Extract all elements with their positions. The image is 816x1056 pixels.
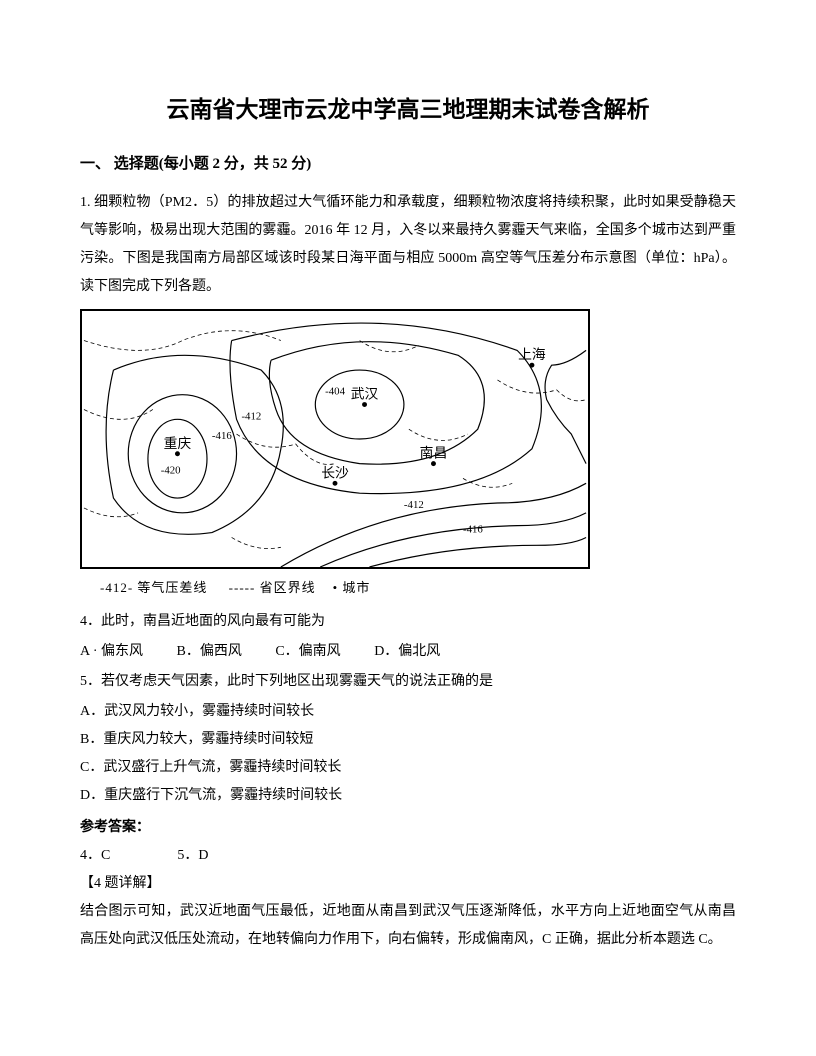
answer-5: 5．D bbox=[177, 848, 208, 863]
q5-option-c: C．武汉盛行上升气流，雾霾持续时间较长 bbox=[80, 754, 736, 782]
isobar-map: 重庆 武汉 上海长沙 南昌 -420 -416 -412 -404 -412 -416 bbox=[80, 309, 590, 569]
section-header: 一、 选择题(每小题 2 分，共 52 分) bbox=[80, 152, 736, 173]
answer-4: 4．C bbox=[80, 848, 110, 863]
question-4-stem: 4．此时，南昌近地面的风向最有可能为 bbox=[80, 608, 736, 636]
svg-text:武汉: 武汉 bbox=[351, 387, 379, 402]
svg-text:-416: -416 bbox=[212, 430, 232, 442]
answer-values: 4．C 5．D bbox=[80, 842, 736, 870]
svg-text:-420: -420 bbox=[161, 464, 181, 476]
svg-text:上海: 上海 bbox=[518, 347, 546, 362]
q5-option-a: A．武汉风力较小，雾霾持续时间较长 bbox=[80, 698, 736, 726]
svg-text:重庆: 重庆 bbox=[164, 436, 192, 451]
q4-option-a: A · 偏东风 bbox=[80, 638, 143, 666]
detail-4-label: 【4 题详解】 bbox=[80, 870, 736, 898]
map-legend: -412- 等气压差线 ----- 省区界线 • 城市 bbox=[100, 577, 736, 596]
q4-option-d: D．偏北风 bbox=[374, 638, 440, 666]
svg-text:长沙: 长沙 bbox=[321, 465, 349, 480]
legend-city: • 城市 bbox=[333, 580, 371, 595]
legend-province: ----- 省区界线 bbox=[229, 580, 316, 595]
svg-text:-404: -404 bbox=[325, 386, 345, 398]
svg-text:-412: -412 bbox=[241, 410, 261, 422]
map-svg: 重庆 武汉 上海长沙 南昌 -420 -416 -412 -404 -412 -416 bbox=[82, 311, 588, 567]
svg-text:-412: -412 bbox=[404, 499, 424, 511]
q4-option-b: B．偏西风 bbox=[177, 638, 242, 666]
question-5-stem: 5．若仅考虑天气因素，此时下列地区出现雾霾天气的说法正确的是 bbox=[80, 668, 736, 696]
question-4-options: A · 偏东风 B．偏西风 C．偏南风 D．偏北风 bbox=[80, 638, 736, 666]
intro-paragraph: 1. 细颗粒物（PM2．5）的排放超过大气循环能力和承载度，细颗粒物浓度将持续积… bbox=[80, 189, 736, 301]
svg-text:南昌: 南昌 bbox=[420, 446, 448, 461]
q5-option-d: D．重庆盛行下沉气流，雾霾持续时间较长 bbox=[80, 782, 736, 810]
legend-isobar: -412- 等气压差线 bbox=[100, 580, 207, 595]
detail-4-text: 结合图示可知，武汉近地面气压最低，近地面从南昌到武汉气压逐渐降低，水平方向上近地… bbox=[80, 898, 736, 954]
q5-option-b: B．重庆风力较大，雾霾持续时间较短 bbox=[80, 726, 736, 754]
q4-option-c: C．偏南风 bbox=[275, 638, 340, 666]
svg-text:-416: -416 bbox=[463, 524, 483, 536]
answer-label: 参考答案： bbox=[80, 814, 736, 842]
exam-title: 云南省大理市云龙中学高三地理期末试卷含解析 bbox=[80, 90, 736, 124]
